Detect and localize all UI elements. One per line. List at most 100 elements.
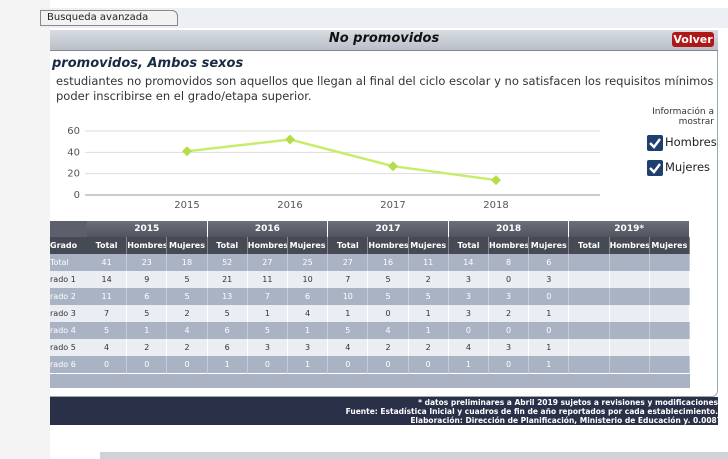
table-cell: 1 — [408, 305, 449, 323]
table-cell — [609, 305, 650, 323]
sidebar-bg — [0, 0, 50, 459]
table-cell: 2 — [408, 339, 449, 357]
table-cell: 4 — [87, 339, 128, 357]
table-cell: 6 — [207, 339, 248, 357]
table-cell: 2 — [167, 305, 208, 323]
row-label: rado 4 — [50, 322, 88, 340]
row-label: rado 1 — [50, 271, 88, 289]
table-cell: 21 — [207, 271, 248, 289]
marker — [285, 134, 295, 145]
marker — [388, 161, 398, 172]
table-cell: 10 — [328, 288, 369, 306]
y-tick-label: 40 — [67, 147, 80, 158]
checkbox[interactable] — [647, 135, 663, 151]
table-cell: 0 — [328, 356, 369, 374]
table-cell: 4 — [448, 339, 489, 357]
table-cell: 16 — [368, 254, 409, 272]
table-cell: 7 — [328, 271, 369, 289]
table-cell: 7 — [247, 288, 288, 306]
table-cell: 3 — [489, 288, 530, 306]
table-cell: 6 — [207, 322, 248, 340]
table-cell: 3 — [448, 271, 489, 289]
table-cell: 1 — [529, 305, 570, 323]
table-cell — [609, 254, 650, 272]
table-cell: 0 — [448, 322, 489, 340]
header-cell — [50, 221, 88, 238]
marker — [182, 146, 192, 157]
table-cell: 14 — [87, 271, 128, 289]
table-cell: 1 — [529, 356, 570, 374]
option-label[interactable]: Mujeres — [665, 160, 711, 174]
checkbox[interactable] — [647, 160, 663, 176]
table-cell — [649, 271, 690, 289]
header-title: No promovidos — [328, 31, 440, 46]
description: poder inscribirse en el grado/etapa supe… — [56, 89, 312, 103]
table-cell: 23 — [127, 254, 168, 272]
table-cell — [609, 322, 650, 340]
table-cell — [649, 254, 690, 272]
table-cell: 14 — [448, 254, 489, 272]
table-cell: 2 — [489, 305, 530, 323]
sub-header: Total — [448, 237, 489, 254]
sub-header: Total — [569, 237, 610, 254]
row-label: rado 5 — [50, 339, 88, 357]
table-cell: 5 — [328, 322, 369, 340]
table-cell: 18 — [167, 254, 208, 272]
back-button[interactable]: Volver — [672, 32, 714, 47]
year-header: 2018 — [448, 221, 570, 238]
header-cell: Grado — [50, 237, 87, 254]
sub-header: Hombres — [489, 237, 530, 254]
y-tick-label: 0 — [74, 190, 80, 201]
table-cell: 2 — [408, 271, 449, 289]
table-cell: 52 — [207, 254, 248, 272]
table-cell: 0 — [368, 305, 409, 323]
year-header: 2019* — [569, 221, 690, 238]
header-bar — [50, 30, 718, 51]
sub-header: Hombres — [368, 237, 409, 254]
table-cell: 5 — [87, 322, 128, 340]
tab[interactable]: Busqueda avanzada — [40, 10, 178, 26]
x-tick-label: 2015 — [174, 200, 199, 211]
option-label[interactable]: Hombres — [665, 135, 717, 149]
table-cell — [609, 288, 650, 306]
data-line — [186, 138, 497, 182]
table-cell: 0 — [489, 271, 530, 289]
table-cell: 6 — [288, 288, 329, 306]
table-cell — [649, 339, 690, 357]
table-cell: 0 — [489, 322, 530, 340]
table-cell: 5 — [247, 322, 288, 340]
x-tick-label: 2018 — [483, 200, 508, 211]
table-cell — [649, 356, 690, 374]
table-cell: 0 — [529, 288, 570, 306]
sub-header: Mujeres — [288, 237, 329, 254]
table-cell: 3 — [529, 271, 570, 289]
table-cell: 2 — [167, 339, 208, 357]
x-tick-label: 2016 — [277, 200, 302, 211]
table-cell — [569, 339, 610, 357]
table-cell: 11 — [408, 254, 449, 272]
table-cell: 3 — [448, 288, 489, 306]
table-cell: 10 — [288, 271, 329, 289]
table-cell: 2 — [368, 339, 409, 357]
table-cell: 5 — [368, 271, 409, 289]
table-cell: 41 — [87, 254, 128, 272]
table-cell: 5 — [167, 271, 208, 289]
table-cell: 11 — [247, 271, 288, 289]
top-bar — [40, 8, 728, 28]
table-cell — [609, 356, 650, 374]
y-tick-label: 60 — [67, 126, 80, 137]
table-cell: 6 — [529, 254, 570, 272]
table-cell — [649, 305, 690, 323]
table-cell: 5 — [368, 288, 409, 306]
footer-line: Fuente: Estadística Inicial y cuadros de… — [345, 407, 718, 416]
table-cell: 3 — [448, 305, 489, 323]
table-cell: 6 — [127, 288, 168, 306]
table-cell: 8 — [489, 254, 530, 272]
table-cell — [609, 339, 650, 357]
footer-line: Elaboración: Dirección de Planificación,… — [410, 416, 718, 425]
table-cell: 5 — [207, 305, 248, 323]
table: Grado 2015 Total Hombres Mujeres 2016 Total Hom… — [50, 221, 690, 388]
description: estudiantes no promovidos son aquellos q… — [56, 74, 714, 88]
table-cell: 7 — [87, 305, 128, 323]
